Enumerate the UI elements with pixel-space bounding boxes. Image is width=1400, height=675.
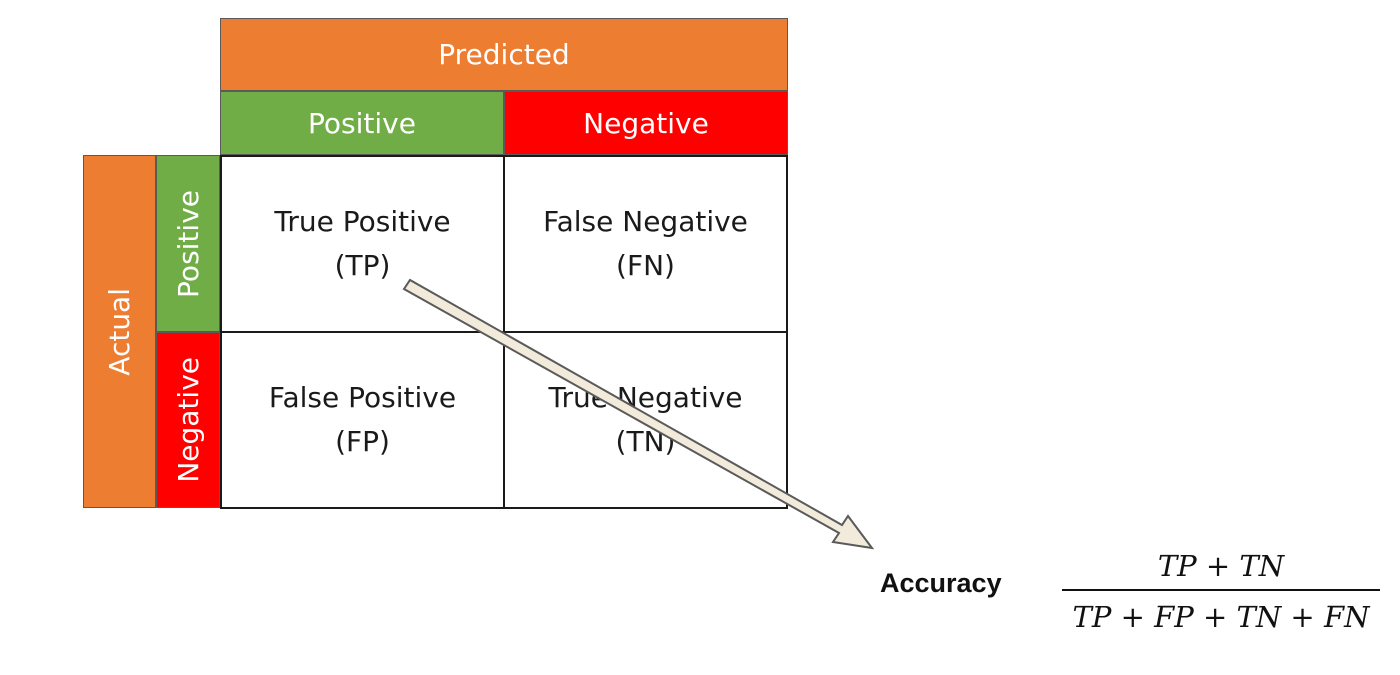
predicted-negative-header: Negative xyxy=(504,91,788,155)
actual-positive-label: Positive xyxy=(171,189,205,298)
false-positive-cell: False Positive (FP) xyxy=(220,331,505,509)
true-negative-abbr: (TN) xyxy=(615,425,676,458)
true-negative-cell: True Negative (TN) xyxy=(503,331,788,509)
false-negative-abbr: (FN) xyxy=(616,249,675,282)
actual-header: Actual xyxy=(83,155,156,508)
actual-label: Actual xyxy=(103,287,136,376)
accuracy-formula: TP + TN TP + FP + TN + FN xyxy=(1062,544,1380,637)
false-positive-label: False Positive xyxy=(268,381,457,414)
true-negative-label: True Negative xyxy=(548,381,743,414)
predicted-positive-label: Positive xyxy=(308,106,416,140)
formula-denominator: TP + FP + TN + FN xyxy=(1072,600,1370,634)
true-positive-abbr: (TP) xyxy=(334,249,391,282)
false-negative-label: False Negative xyxy=(543,205,748,238)
fraction-bar xyxy=(1062,589,1380,591)
true-positive-cell: True Positive (TP) xyxy=(220,155,505,333)
predicted-header: Predicted xyxy=(220,18,788,91)
actual-negative-label: Negative xyxy=(171,357,205,483)
predicted-positive-header: Positive xyxy=(220,91,504,155)
actual-negative-header: Negative xyxy=(156,332,220,508)
actual-positive-header: Positive xyxy=(156,155,220,332)
predicted-negative-label: Negative xyxy=(583,106,709,140)
false-negative-cell: False Negative (FN) xyxy=(503,155,788,333)
true-positive-label: True Positive xyxy=(274,205,451,238)
formula-numerator: TP + TN xyxy=(1157,549,1285,583)
accuracy-label: Accuracy xyxy=(880,568,1002,598)
false-positive-abbr: (FP) xyxy=(335,425,390,458)
predicted-label: Predicted xyxy=(438,38,570,71)
